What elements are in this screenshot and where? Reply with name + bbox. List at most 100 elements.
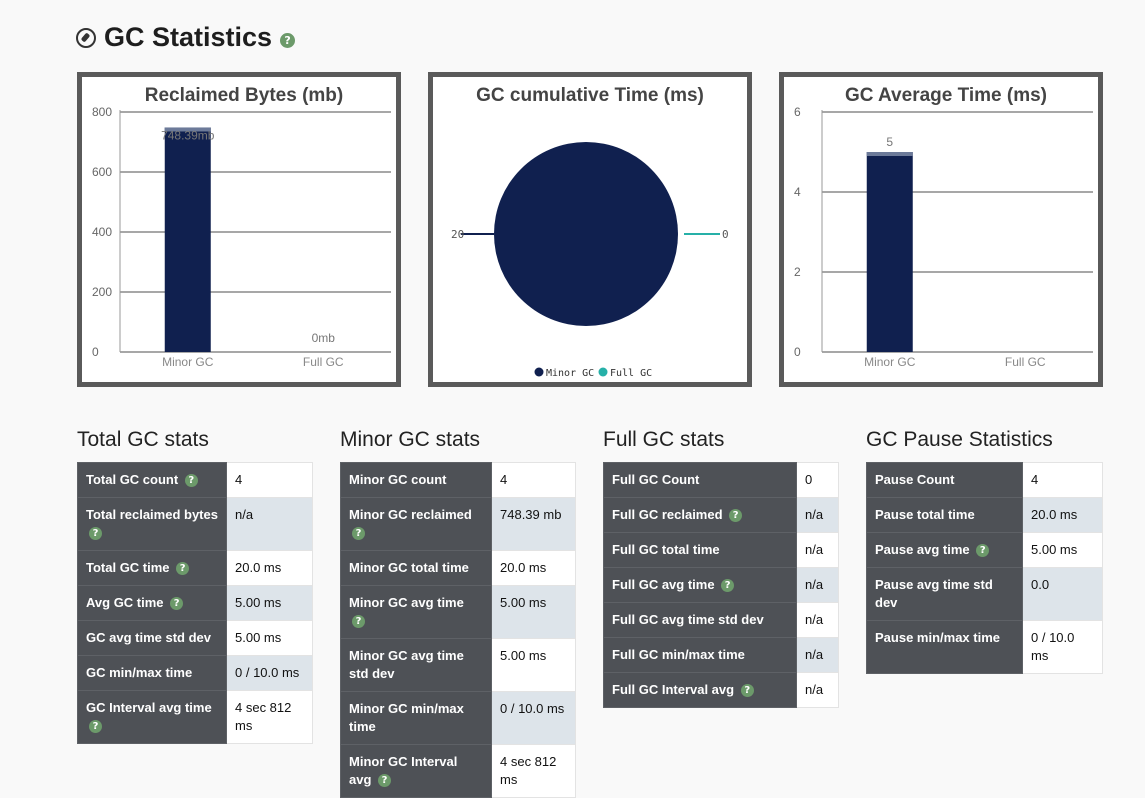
help-icon[interactable]: ? xyxy=(89,720,102,734)
stat-key-label: Full GC avg time xyxy=(612,577,715,592)
stat-row-total-gc-time: Total GC time ? 20.0 ms xyxy=(77,550,313,586)
stat-key-label: Minor GC Interval avg xyxy=(349,754,458,787)
stat-row-pause-total-time: Pause total time 20.0 ms xyxy=(866,497,1103,533)
help-icon[interactable]: ? xyxy=(184,474,198,488)
stat-key-label: Full GC total time xyxy=(612,542,720,557)
stats-table: Minor GC count 4 Minor GC reclaimed ? 748.3… xyxy=(340,462,576,798)
help-icon[interactable]: ? xyxy=(352,615,365,629)
bar-minor-gc[interactable] xyxy=(164,127,211,352)
stat-value: 20.0 ms xyxy=(1022,497,1103,533)
data-label: 20 xyxy=(451,228,464,241)
stat-key-label: Pause avg time std dev xyxy=(875,577,993,610)
x-tick-label: Minor GC xyxy=(864,355,916,369)
bar-cap xyxy=(164,127,211,132)
stat-key: GC min/max time xyxy=(77,655,227,691)
stat-value: 4 xyxy=(226,462,313,498)
stat-key-label: Minor GC avg time xyxy=(349,595,464,610)
stat-value: 748.39 mb xyxy=(491,497,576,551)
stat-key-label: Full GC Count xyxy=(612,472,700,487)
stat-key: Pause total time xyxy=(866,497,1023,533)
help-icon[interactable]: ? xyxy=(280,33,296,48)
stat-value: 4 xyxy=(1022,462,1103,498)
stat-value: 5.00 ms xyxy=(226,585,313,621)
help-icon[interactable]: ? xyxy=(176,562,190,576)
stat-value: n/a xyxy=(796,637,839,673)
y-tick-label: 600 xyxy=(92,165,112,179)
help-icon[interactable]: ? xyxy=(729,509,743,523)
stat-value: 5.00 ms xyxy=(1022,532,1103,568)
pie-slice-minor-gc[interactable] xyxy=(494,142,678,326)
help-icon[interactable]: ? xyxy=(170,597,184,611)
stat-value: 4 xyxy=(491,462,576,498)
stat-key-label: Minor GC total time xyxy=(349,560,469,575)
stat-row-total-reclaimed-bytes: Total reclaimed bytes ? n/a xyxy=(77,497,313,551)
stat-key: GC avg time std dev xyxy=(77,620,227,656)
stat-key: Minor GC total time xyxy=(340,550,492,586)
stat-value: 20.0 ms xyxy=(491,550,576,586)
section-title: Total GC stats xyxy=(77,428,209,451)
stat-key-label: Pause Count xyxy=(875,472,955,487)
chart-svg-1: GC cumulative Time (ms) 20 0 Minor GC Full G… xyxy=(451,85,729,379)
help-icon[interactable]: ? xyxy=(740,684,754,698)
legend-label[interactable]: Full GC xyxy=(610,368,652,379)
stat-key: Total GC count ? xyxy=(77,462,227,498)
stat-value: n/a xyxy=(226,497,313,551)
stat-value: n/a xyxy=(796,567,839,603)
stat-value: 5.00 ms xyxy=(491,638,576,692)
chart-title: GC cumulative Time (ms) xyxy=(476,85,704,106)
y-tick-label: 0 xyxy=(794,345,801,359)
stat-key-label: Total GC time xyxy=(86,560,170,575)
stat-key: Minor GC avg time ? xyxy=(340,585,492,639)
data-label: 0mb xyxy=(312,331,336,345)
chart-svg-2: GC Average Time (ms) 0 2 4 6 5 Minor GC Full GC xyxy=(794,85,1093,369)
stat-row-pause-avg-time: Pause avg time ? 5.00 ms xyxy=(866,532,1103,568)
stat-row-pause-avg-time-std-dev: Pause avg time std dev 0.0 xyxy=(866,567,1103,621)
y-tick-label: 400 xyxy=(92,225,112,239)
page-title: GC Statistics xyxy=(104,22,273,52)
stat-key: Full GC Interval avg ? xyxy=(603,672,797,708)
stat-value: n/a xyxy=(796,602,839,638)
stat-key-label: GC Interval avg time xyxy=(86,700,212,715)
stat-row-full-gc-count: Full GC Count 0 xyxy=(603,462,839,498)
stat-key: Minor GC avg time std dev xyxy=(340,638,492,692)
stat-value: n/a xyxy=(796,532,839,568)
stat-key: Full GC Count xyxy=(603,462,797,498)
stat-key-label: Full GC reclaimed xyxy=(612,507,723,522)
legend-marker xyxy=(534,367,544,377)
stat-row-full-gc-avg-time-std-dev: Full GC avg time std dev n/a xyxy=(603,602,839,638)
help-icon[interactable]: ? xyxy=(352,527,365,541)
stat-key: Full GC min/max time xyxy=(603,637,797,673)
y-tick-label: 6 xyxy=(794,105,801,119)
stat-key: Pause avg time ? xyxy=(866,532,1023,568)
stat-row-full-gc-avg-time: Full GC avg time ? n/a xyxy=(603,567,839,603)
stat-key-label: GC min/max time xyxy=(86,665,193,680)
stat-key: Total reclaimed bytes ? xyxy=(77,497,227,551)
help-icon[interactable]: ? xyxy=(721,579,735,593)
stat-key-label: Pause min/max time xyxy=(875,630,1000,645)
chart-title: GC Average Time (ms) xyxy=(845,85,1047,106)
stat-value: 0 / 10.0 ms xyxy=(491,691,576,745)
y-tick-label: 800 xyxy=(92,105,112,119)
stat-key: Pause min/max time xyxy=(866,620,1023,674)
stat-row-full-gc-total-time: Full GC total time n/a xyxy=(603,532,839,568)
stat-key-label: GC avg time std dev xyxy=(86,630,211,645)
gc-cumulative-time-chart: GC cumulative Time (ms) 20 0 Minor GC Full G… xyxy=(428,72,752,387)
stat-row-minor-gc-avg-time-std-dev: Minor GC avg time std dev 5.00 ms xyxy=(340,638,576,692)
stat-value: 0.0 xyxy=(1022,567,1103,621)
stat-value: n/a xyxy=(796,672,839,708)
bar-minor-gc[interactable] xyxy=(866,152,913,352)
stat-row-minor-gc-min-max-time: Minor GC min/max time 0 / 10.0 ms xyxy=(340,691,576,745)
legend-marker xyxy=(598,367,608,377)
data-label: 748.39mb xyxy=(161,128,215,142)
stat-key: Pause Count xyxy=(866,462,1023,498)
reclaimed-bytes-chart: Reclaimed Bytes (mb) 0 200 400 600 800 748.39m… xyxy=(77,72,401,387)
chart-title: Reclaimed Bytes (mb) xyxy=(145,85,344,106)
x-tick-label: Minor GC xyxy=(162,355,214,369)
stat-row-gc-avg-time-std-dev: GC avg time std dev 5.00 ms xyxy=(77,620,313,656)
stat-row-pause-min-max-time: Pause min/max time 0 / 10.0 ms xyxy=(866,620,1103,674)
legend-label[interactable]: Minor GC xyxy=(546,368,594,379)
stat-key: Minor GC Interval avg ? xyxy=(340,744,492,798)
help-icon[interactable]: ? xyxy=(89,527,102,541)
chart-svg-0: Reclaimed Bytes (mb) 0 200 400 600 800 748.39m… xyxy=(92,85,391,369)
help-icon[interactable]: ? xyxy=(976,544,990,558)
